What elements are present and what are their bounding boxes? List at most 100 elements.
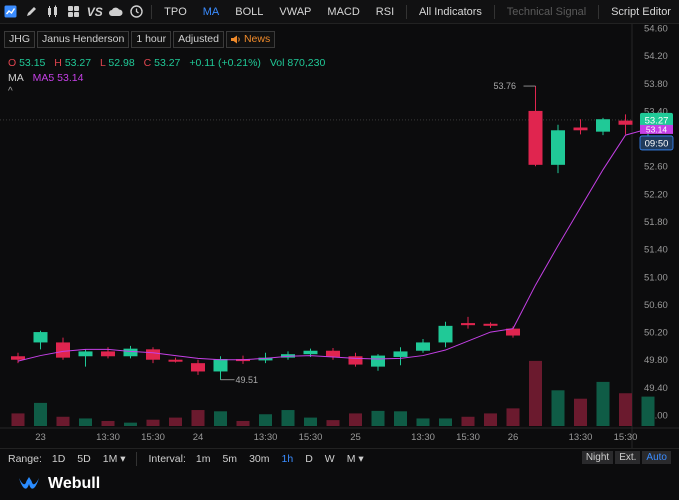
all-indicators-button[interactable]: All Indicators <box>418 5 482 18</box>
change-value: +0.11 (+0.21%) <box>189 57 261 69</box>
ma-tag-bg <box>640 124 673 134</box>
ma5-line <box>17 128 649 362</box>
draw-pen-icon[interactable] <box>21 0 42 24</box>
candle-body <box>416 342 430 351</box>
interval-m[interactable]: M ▾ <box>346 452 364 465</box>
x-tick-label: 13:30 <box>411 432 435 443</box>
volume-bar <box>101 420 115 426</box>
interval-1h[interactable]: 1h <box>281 452 294 465</box>
x-tick-label: 25 <box>350 432 361 443</box>
script-editor-button[interactable]: Script Editor <box>611 5 671 18</box>
candle-body <box>56 342 70 358</box>
volume-bar <box>461 416 475 426</box>
y-tick-label: 51.00 <box>644 272 668 283</box>
y-tick-label: 49.00 <box>644 411 668 422</box>
volume-label: Vol <box>269 57 285 69</box>
candle-style-icon[interactable] <box>42 0 63 24</box>
interval-1m[interactable]: 1m <box>195 452 211 465</box>
y-tick-label: 50.60 <box>644 300 668 311</box>
range-5d[interactable]: 5D <box>77 452 91 465</box>
volume-bar <box>214 411 227 426</box>
collapse-caret-icon[interactable]: ^ <box>8 86 13 97</box>
candle-body <box>461 323 475 326</box>
x-tick-label: 15:30 <box>614 432 638 443</box>
close-value: 53.27 <box>154 57 181 69</box>
indicator-rsi[interactable]: RSI <box>375 5 395 18</box>
volume-bar <box>304 417 317 426</box>
volume-bar <box>11 413 25 426</box>
adjusted-toggle[interactable]: Adjusted <box>173 31 224 48</box>
x-tick-label: 13:30 <box>96 432 120 443</box>
news-button[interactable]: News <box>225 31 276 48</box>
session-ext[interactable]: Ext. <box>615 451 641 464</box>
volume-bar <box>394 411 407 426</box>
volume-bar <box>529 360 542 426</box>
symbol-bar: JHG Janus Henderson 1 hour Adjusted News <box>4 31 276 48</box>
volume-bar <box>169 417 182 426</box>
compare-vs-icon[interactable]: VS <box>86 4 103 19</box>
volume-bar <box>259 414 272 426</box>
candle-body <box>483 323 498 326</box>
y-tick-label: 54.20 <box>644 51 668 62</box>
y-tick-label: 51.40 <box>644 245 668 256</box>
range-1m[interactable]: 1M ▾ <box>102 452 126 465</box>
volume-value: 870,230 <box>287 57 326 69</box>
volume-bar <box>281 410 295 426</box>
x-tick-label: 13:30 <box>254 432 278 443</box>
y-tick-label: 49.40 <box>644 383 668 394</box>
news-label: News <box>243 33 271 45</box>
indicator-boll[interactable]: BOLL <box>235 5 264 18</box>
interval-w[interactable]: W <box>324 452 335 465</box>
ma-indicator-name[interactable]: MA <box>8 72 24 84</box>
interval-d[interactable]: D <box>305 452 313 465</box>
volume-bar <box>596 381 610 426</box>
volume-bar <box>506 408 520 426</box>
chart-type-icon[interactable] <box>0 0 21 24</box>
candle-body <box>528 110 543 165</box>
indicator-macd[interactable]: MACD <box>327 5 360 18</box>
x-tick-label: 23 <box>35 432 46 443</box>
volume-bar <box>191 410 205 426</box>
y-tick-label: 53.80 <box>644 79 668 90</box>
candle-body <box>326 350 340 357</box>
toolbar-divider <box>151 4 153 19</box>
technical-signal-button[interactable]: Technical Signal <box>506 5 587 18</box>
candle-body <box>101 351 115 357</box>
y-tick-label: 52.60 <box>644 162 668 173</box>
volume-bar <box>641 396 655 426</box>
candle-body <box>438 325 453 343</box>
interval-30m[interactable]: 30m <box>249 452 270 465</box>
candle-body <box>168 359 183 362</box>
price-chart[interactable]: 54.6054.2053.8053.4053.0052.6052.2051.80… <box>0 24 679 448</box>
volume-bar <box>349 413 362 426</box>
close-label: C <box>143 57 152 69</box>
ma-legend: MA MA5 53.14 <box>8 72 83 84</box>
x-tick-label: 15:30 <box>141 432 165 443</box>
open-label: O <box>8 57 17 69</box>
x-tick-label: 15:30 <box>456 432 480 443</box>
ticker-symbol[interactable]: JHG <box>4 31 35 48</box>
session-night[interactable]: Night <box>581 451 614 464</box>
brand-name: Webull <box>48 475 101 492</box>
ma-tag-label: 53.14 <box>646 124 668 134</box>
candle-body <box>258 357 273 361</box>
indicator-tpo[interactable]: TPO <box>164 5 187 18</box>
interval-5m[interactable]: 5m <box>222 452 238 465</box>
brand-footer: Webull <box>0 468 679 500</box>
cloud-icon[interactable] <box>105 0 126 24</box>
replay-clock-icon[interactable] <box>126 0 147 24</box>
y-tick-label: 51.80 <box>644 217 668 228</box>
volume-bar <box>439 418 452 426</box>
interval-selector[interactable]: 1 hour <box>131 31 172 48</box>
low-label: L <box>100 57 106 69</box>
layout-grid-icon[interactable] <box>63 0 84 24</box>
range-1d[interactable]: 1D <box>51 452 66 465</box>
x-tick-label: 15:30 <box>299 432 323 443</box>
indicator-ma[interactable]: MA <box>202 5 220 18</box>
volume-bar <box>124 422 137 426</box>
y-tick-label: 52.20 <box>644 189 668 200</box>
indicator-vwap[interactable]: VWAP <box>279 5 312 18</box>
candle-body <box>371 355 385 367</box>
candle-body <box>146 349 160 360</box>
session-auto[interactable]: Auto <box>642 451 671 464</box>
